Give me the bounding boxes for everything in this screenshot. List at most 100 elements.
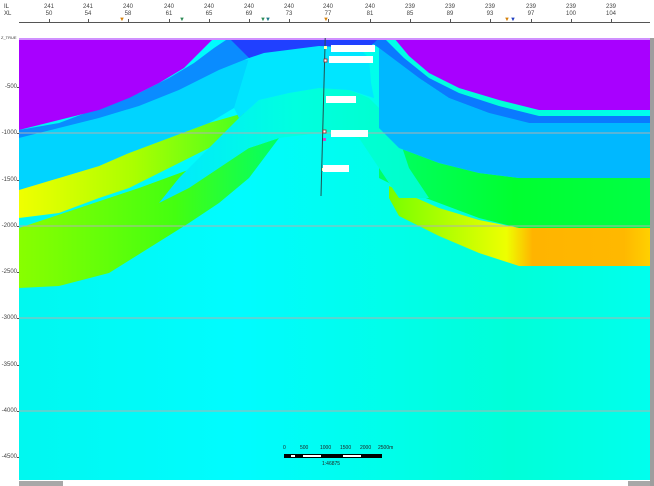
well-annotation-label[interactable] [331,130,368,137]
inline-xline-tick: 240 69 [237,4,261,18]
well-top-marker-icon[interactable]: ▼ [179,17,185,23]
inline-value: 239 [605,4,616,10]
xline-value: 85 [406,11,414,17]
right-blue-layer [379,48,650,178]
left-purple-layer [19,38,214,130]
inline-xline-tick: 241 54 [76,4,100,18]
header-tick-mark [571,19,572,23]
depth-tick-label: -4000 [1,408,17,414]
xl-axis-label: XL [4,11,12,17]
scale-seg-3 [296,454,302,458]
well-annotation-label[interactable] [329,56,373,63]
xline-value: 69 [245,11,253,17]
xline-value: 65 [205,11,213,17]
scale-bar: 0 500 1000 1500 2000 2500m 1:46875 [282,445,393,471]
well-top-marker-icon[interactable]: ▼ [260,17,266,23]
well-top-marker-icon[interactable]: ▼ [510,17,516,23]
xline-value: 89 [446,11,454,17]
scale-label: 0 [283,445,286,451]
header-tick-mark [49,19,50,23]
deep-blue-top [199,38,379,58]
well-top-marker-icon[interactable]: ▼ [119,17,125,23]
section-header: IL XL 241 50 241 54 240 58 240 61 240 65 240 69 240 7… [0,0,654,38]
scale-seg-6 [342,454,362,458]
cross-section-plot[interactable] [19,38,650,480]
inline-xline-tick: 240 77 [316,4,340,18]
left-cyan-layer [19,58,259,190]
depth-tick-mark [17,272,19,273]
inline-xline-tick: 240 81 [358,4,382,18]
xline-value: 97 [527,11,535,17]
depth-tick-label: -2500 [1,269,17,275]
well-annotation-label[interactable] [331,45,375,52]
inline-xline-tick: 239 85 [398,4,422,18]
scale-label: 1000 [320,445,332,451]
central-core [159,88,429,203]
inline-value: 240 [243,4,254,10]
scale-label: 1500 [340,445,352,451]
xline-value: 100 [565,11,576,17]
scale-label: 2000 [360,445,372,451]
right-yellow-layer [389,186,650,266]
scroll-thumb-left[interactable] [19,481,63,486]
inline-xline-tick: 239 89 [438,4,462,18]
scale-ratio: 1:46875 [322,461,341,467]
inline-value: 240 [203,4,214,10]
inline-value: 240 [364,4,375,10]
inline-xline-tick: 240 61 [157,4,181,18]
scale-seg-2 [290,454,296,458]
well-annotation-label[interactable] [323,165,349,172]
inline-value: 240 [283,4,294,10]
header-tick-mark [209,19,210,23]
well-top-marker-icon[interactable]: ▼ [323,17,329,23]
inline-value: 239 [484,4,495,10]
inline-xline-tick: 239 93 [478,4,502,18]
xline-value: 93 [486,11,494,17]
scale-seg-1 [284,454,290,458]
xline-value: 81 [366,11,374,17]
depth-tick-mark [17,365,19,366]
property-model-canvas [19,38,650,480]
inline-value: 239 [525,4,536,10]
header-tick-mark [249,19,250,23]
xline-value: 77 [324,11,332,17]
inline-value: 241 [43,4,54,10]
depth-tick-mark [17,411,19,412]
scroll-thumb-right[interactable] [628,481,650,486]
horizontal-scrollbar[interactable] [19,481,650,486]
depth-tick-mark [17,180,19,181]
scale-seg-4 [302,454,322,458]
inline-xline-tick: 240 65 [197,4,221,18]
xline-value: 73 [285,11,293,17]
depth-tick-label: -2000 [1,223,17,229]
inline-xline-tick: 240 58 [116,4,140,18]
xline-value: 50 [45,11,53,17]
inline-xline-tick: 239 100 [559,4,583,18]
central-dome [234,46,374,118]
header-tick-mark [450,19,451,23]
well-marker-2 [323,58,328,63]
z-true-label: Z_TRUE [1,35,17,40]
inline-value: 239 [444,4,455,10]
vertical-scrollbar[interactable] [650,38,654,486]
right-green-layer [379,128,650,228]
top-strip [19,38,650,40]
well-annotation-label[interactable] [326,96,356,103]
header-tick-mark [289,19,290,23]
depth-tick-mark [17,318,19,319]
well-marker-3 [322,129,327,134]
inline-value: 241 [82,4,93,10]
header-axis-line [19,22,650,23]
well-top-marker-icon[interactable]: ▼ [265,17,271,23]
scale-seg-5 [322,454,342,458]
header-tick-mark [370,19,371,23]
header-tick-mark [328,19,329,23]
scale-seg-7 [362,454,382,458]
left-blue-flank [19,38,254,138]
depth-tick-mark [17,457,19,458]
inline-xline-tick: 241 50 [37,4,61,18]
well-marker-1 [324,46,327,49]
depth-axis: -500 -1000 -1500 -2000 -2500 -3000 -3500 -4000 -… [0,38,19,480]
well-top-marker-icon[interactable]: ▼ [504,17,510,23]
depth-tick-mark [17,226,19,227]
